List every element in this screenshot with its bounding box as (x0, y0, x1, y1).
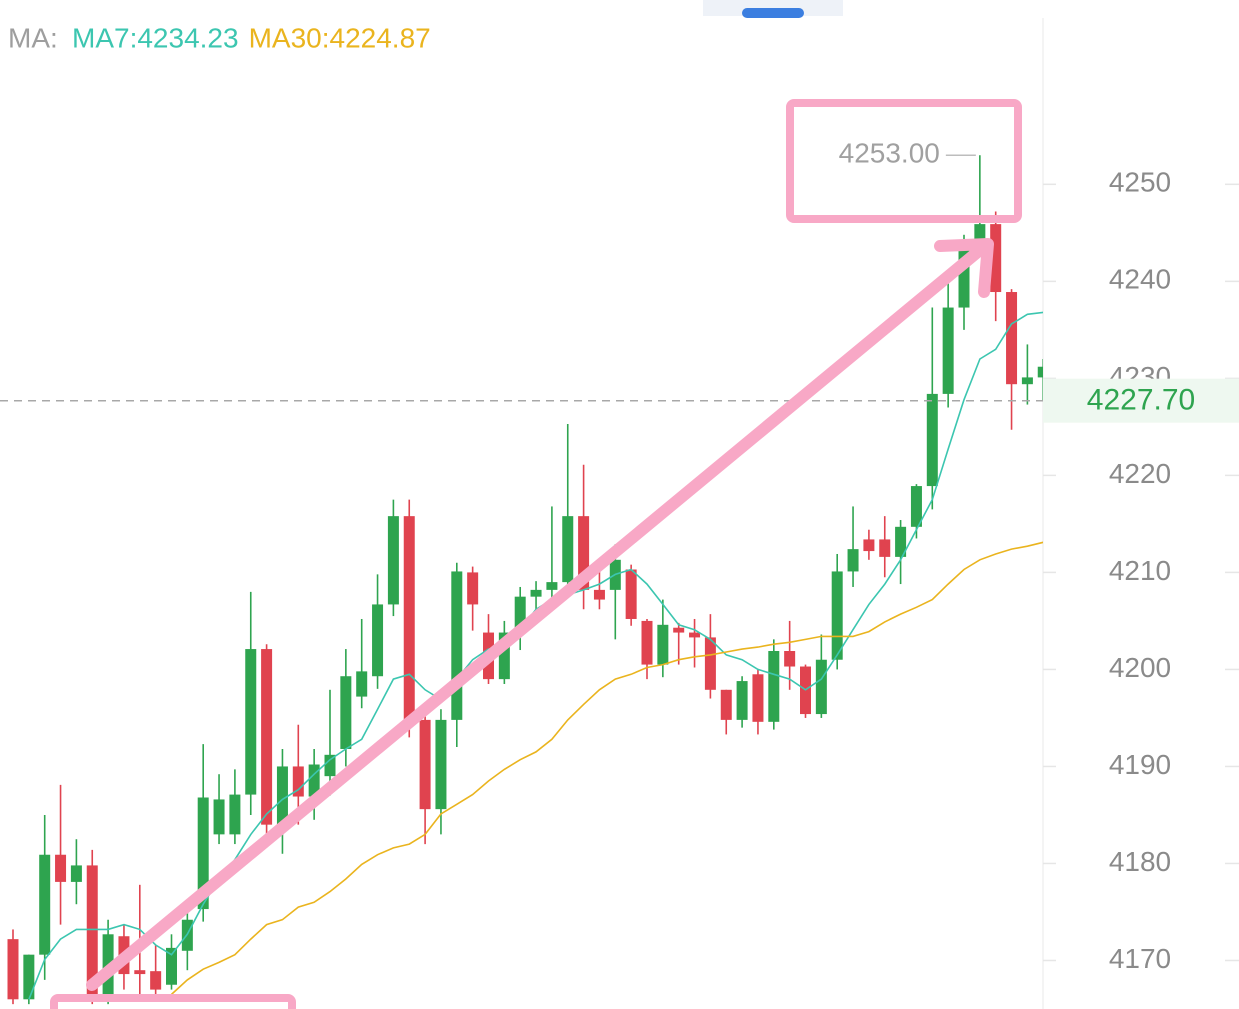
candle-body (657, 624, 669, 665)
candle-body (229, 794, 241, 835)
candle-body (197, 797, 209, 910)
candle-body (910, 486, 922, 527)
candle-body (625, 569, 637, 619)
candle-body (593, 589, 605, 600)
candle-body (641, 620, 653, 665)
trend-arrow-head (934, 238, 994, 298)
candle-body (784, 650, 796, 667)
candle-body (39, 854, 51, 955)
y-tick-label: 4210 (1109, 555, 1171, 586)
candle-body (213, 799, 225, 835)
candle-body (86, 865, 98, 1000)
ma-line (170, 541, 1043, 995)
candle-body (514, 596, 526, 633)
candle-body (689, 632, 701, 638)
last-price-box (1043, 378, 1239, 423)
candle-body (403, 516, 415, 720)
y-tick-label: 4250 (1109, 167, 1171, 198)
candle-body (308, 764, 320, 797)
ma7-label: MA7:4234.23 (72, 22, 239, 53)
candle-body (768, 650, 780, 722)
candle-body (704, 637, 716, 690)
last-price-label: 4227.70 (1087, 384, 1195, 417)
high-marker-label: 4253.00 (839, 138, 940, 169)
y-tick-label: 4170 (1109, 943, 1171, 974)
candle-body (419, 719, 431, 810)
candle-body (356, 671, 368, 697)
y-tick-label: 4200 (1109, 652, 1171, 683)
candle-body (752, 674, 764, 722)
candle-body (578, 516, 590, 590)
candle-body (7, 939, 19, 1000)
candle-body (134, 970, 146, 975)
top-tab-pill (742, 8, 804, 18)
candle-body (70, 865, 82, 882)
candle-body (942, 307, 954, 394)
y-tick-label: 4240 (1109, 264, 1171, 295)
candle-body (815, 659, 827, 715)
y-tick-label: 4180 (1109, 846, 1171, 877)
candle-body (340, 676, 352, 749)
candle-body (245, 649, 257, 795)
y-tick-label: 4220 (1109, 458, 1171, 489)
candle-body (23, 954, 35, 1000)
candle-body (847, 549, 859, 572)
candle-body (276, 766, 288, 825)
candle-body (546, 582, 558, 590)
candle-body (324, 754, 336, 777)
candle-body (435, 719, 447, 810)
candle-body (451, 571, 463, 720)
candle-body (372, 604, 384, 677)
ma30-label: MA30:4224.87 (249, 22, 431, 53)
y-tick-label: 4190 (1109, 749, 1171, 780)
candle-body (673, 627, 685, 633)
candle-body (530, 589, 542, 597)
candle-body (863, 539, 875, 552)
candle-body (562, 516, 574, 583)
highlight-box (786, 99, 1022, 223)
candle-body (292, 766, 304, 797)
candle-body (261, 649, 273, 825)
candle-body (166, 947, 177, 985)
candle-body (720, 689, 732, 720)
ma-line (28, 311, 1043, 1000)
trend-arrow (86, 244, 986, 991)
candle-body (498, 632, 510, 680)
candle-body (926, 393, 938, 487)
candle-body (1021, 377, 1033, 385)
candle-body (1006, 292, 1018, 385)
highlight-box-bottom (50, 994, 296, 1009)
candle-body (1037, 366, 1043, 378)
ma-title: MA: (8, 22, 58, 53)
candle-body (974, 224, 986, 240)
candle-body (387, 516, 399, 605)
candle-body (879, 539, 891, 557)
candle-body (736, 681, 748, 720)
candle-body (467, 572, 479, 605)
candle-body (990, 224, 1002, 293)
candle-body (831, 571, 843, 660)
candle-body (958, 239, 970, 308)
candle-body (150, 971, 162, 990)
candle-body (895, 526, 907, 557)
candle-body (55, 854, 67, 882)
